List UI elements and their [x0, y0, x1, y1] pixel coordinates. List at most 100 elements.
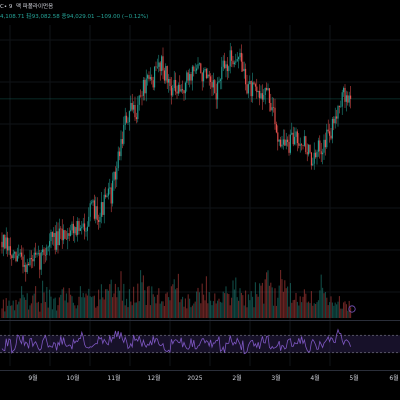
candle-body — [313, 152, 315, 164]
volume-bar — [28, 309, 30, 318]
volume-bar — [256, 294, 258, 318]
volume-bar — [177, 273, 179, 318]
candle-body — [291, 132, 293, 135]
candle-body — [344, 87, 346, 102]
candle-body — [268, 88, 270, 103]
volume-bar — [152, 294, 154, 318]
candle-body — [36, 253, 38, 255]
volume-bar — [39, 311, 41, 318]
volume-bar — [57, 305, 59, 318]
volume-bar — [294, 299, 296, 318]
candle-body — [235, 61, 237, 63]
volume-bar — [12, 300, 14, 318]
volume-bar — [117, 287, 119, 318]
candle-body — [249, 81, 251, 85]
candle-body — [161, 56, 163, 72]
circle-badge-icon[interactable] — [348, 305, 356, 313]
volume-bar — [287, 286, 289, 318]
candle-body — [222, 60, 224, 67]
candle-body — [166, 66, 168, 83]
volume-bar — [250, 291, 252, 318]
candle-body — [68, 233, 70, 236]
volume-bar — [106, 289, 108, 318]
volume-bar — [103, 299, 105, 318]
time-axis-label: 2025 — [187, 375, 202, 382]
volume-bar — [288, 306, 290, 318]
candle-body — [287, 139, 289, 142]
candle-body — [130, 102, 132, 112]
candle-body — [109, 187, 111, 189]
candle-body — [330, 135, 332, 139]
volume-bar — [316, 302, 318, 318]
volume-bar — [254, 282, 256, 318]
volume-bar — [49, 289, 51, 318]
candle-body — [264, 87, 266, 95]
candle-body — [67, 233, 69, 239]
candle-body — [44, 254, 46, 256]
volume-bar — [110, 279, 112, 318]
volume-bar — [275, 305, 277, 318]
candle-body — [75, 227, 77, 235]
volume-bar — [296, 301, 298, 318]
candle-body — [334, 116, 336, 124]
volume-bar — [201, 283, 203, 318]
ohlc-readout: 4,108.71 轻93,082.58 종94,029.01 −109.00 (… — [0, 12, 148, 20]
candle-body — [71, 223, 73, 231]
candle-body — [275, 124, 277, 133]
candle-body — [33, 252, 35, 262]
volume-bar — [131, 305, 133, 318]
volume-bar — [261, 282, 263, 318]
candle-body — [285, 139, 287, 146]
volume-bar — [37, 301, 39, 318]
volume-bar — [149, 305, 151, 318]
candle-body — [5, 237, 7, 249]
volume-bar — [319, 290, 321, 318]
candle-body — [86, 226, 88, 232]
volume-bar — [176, 287, 178, 318]
candle-body — [93, 200, 95, 219]
candle-body — [186, 72, 188, 83]
volume-bar — [4, 311, 6, 318]
candle-body — [298, 143, 300, 146]
volume-bar — [285, 288, 287, 318]
volume-bar — [338, 296, 340, 318]
volume-bar — [77, 305, 79, 318]
volume-bar — [53, 298, 55, 318]
grid-lines — [0, 25, 400, 366]
candle-body — [40, 252, 42, 270]
candle-body — [102, 202, 104, 215]
axis-separator — [0, 370, 400, 371]
candle-body — [273, 107, 275, 108]
volume-bar — [47, 307, 49, 318]
candle-body — [57, 231, 59, 246]
volume-bar — [324, 291, 326, 318]
candle-body — [49, 241, 51, 247]
volume-bar — [239, 288, 241, 318]
candle-body — [236, 58, 238, 62]
candle-body — [177, 84, 179, 94]
candle-body — [141, 95, 143, 97]
candle-body — [253, 82, 255, 85]
volume-bar — [232, 280, 234, 318]
candle-body — [233, 62, 235, 65]
candle-body — [148, 75, 150, 80]
volume-bar — [214, 293, 216, 318]
candle-body — [274, 107, 276, 125]
candle-body — [228, 66, 230, 72]
volume-bar — [120, 271, 122, 318]
candle-body — [239, 52, 241, 58]
volume-bar — [142, 275, 144, 318]
candle-body — [15, 252, 17, 262]
volume-bar — [264, 279, 266, 318]
volume-bar — [91, 297, 93, 318]
volume-bar — [72, 302, 74, 318]
volume-bar — [151, 286, 153, 318]
candle-body — [51, 232, 53, 237]
candle-body — [323, 139, 325, 153]
volume-bar — [81, 297, 83, 318]
candle-body — [74, 227, 76, 234]
volume-bar — [9, 305, 11, 318]
time-axis-label: 5월 — [349, 374, 358, 382]
volume-bar — [60, 294, 62, 318]
volume-bar — [222, 291, 224, 318]
